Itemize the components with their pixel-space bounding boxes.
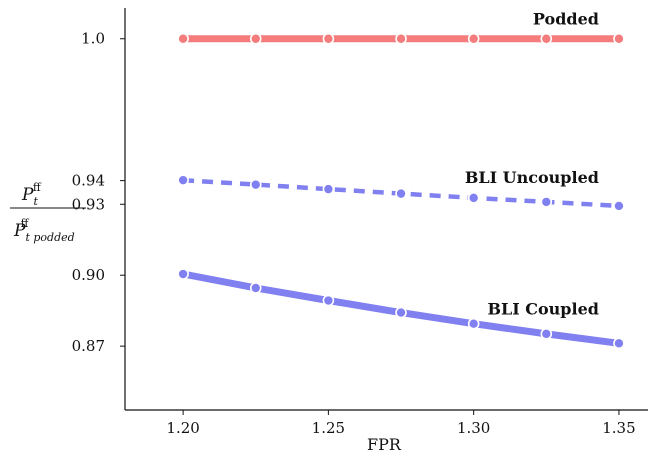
bli-uncoupled-point: [467, 192, 480, 204]
bli-uncoupled-point: [540, 196, 553, 208]
bli-uncoupled-point: [395, 187, 407, 200]
bli-uncoupled-point: [177, 174, 189, 186]
x-axis-ticks: 1.20 1.25 1.30 1.35: [166, 410, 636, 437]
x-tick-label: 1.35: [602, 419, 635, 437]
bli-coupled-point: [177, 268, 189, 280]
bli-coupled-point: [540, 328, 553, 340]
bli-coupled-point: [395, 306, 407, 319]
bli-uncoupled-point: [613, 200, 625, 212]
bli-uncoupled-label: BLI Uncoupled: [465, 168, 599, 187]
x-axis-label: FPR: [367, 435, 402, 454]
y-tick-label: 0.93: [72, 195, 105, 213]
bli-coupled-point: [467, 317, 480, 330]
bli-coupled-point: [613, 337, 625, 350]
bli-coupled-point: [249, 282, 262, 294]
podded-point: [322, 32, 335, 45]
svg-text:Ptff: Ptff: [21, 181, 42, 208]
y-tick-label: 0.90: [72, 266, 105, 284]
podded-point: [467, 32, 480, 45]
y-axis-ticks: 0.87 0.90 0.93 0.94 1.0: [72, 30, 125, 355]
x-tick-label: 1.20: [166, 419, 199, 437]
bli-uncoupled-point: [249, 178, 262, 191]
y-axis-label: Ptff Pt poddedff: [10, 181, 86, 244]
podded-point: [177, 32, 189, 45]
y-tick-label: 1.0: [81, 30, 105, 48]
axes: [124, 8, 648, 411]
podded-point: [613, 32, 625, 45]
x-tick-label: 1.30: [457, 419, 490, 437]
bli-uncoupled-point: [322, 183, 335, 195]
y-label-denominator-sup: ff: [21, 217, 30, 230]
bli-coupled-label: BLI Coupled: [487, 299, 599, 318]
svg-text:Pt poddedff: Pt poddedff: [13, 217, 75, 244]
y-label-numerator-sup: ff: [33, 181, 42, 194]
series-group: [177, 32, 625, 350]
podded-point: [249, 32, 262, 45]
podded-point: [540, 32, 553, 45]
y-tick-label: 0.94: [72, 172, 105, 190]
series-labels: Podded BLI Uncoupled BLI Coupled: [465, 10, 599, 319]
y-tick-label: 0.87: [72, 337, 105, 355]
y-label-denominator-sub: t podded: [25, 231, 74, 244]
y-label-numerator: P: [21, 185, 34, 205]
podded-label: Podded: [533, 10, 599, 29]
y-label-denominator: P: [13, 221, 26, 241]
x-tick-label: 1.25: [312, 419, 345, 437]
y-label-numerator-sub: t: [33, 195, 38, 208]
bli-coupled-point: [322, 294, 335, 307]
podded-point: [395, 32, 407, 45]
